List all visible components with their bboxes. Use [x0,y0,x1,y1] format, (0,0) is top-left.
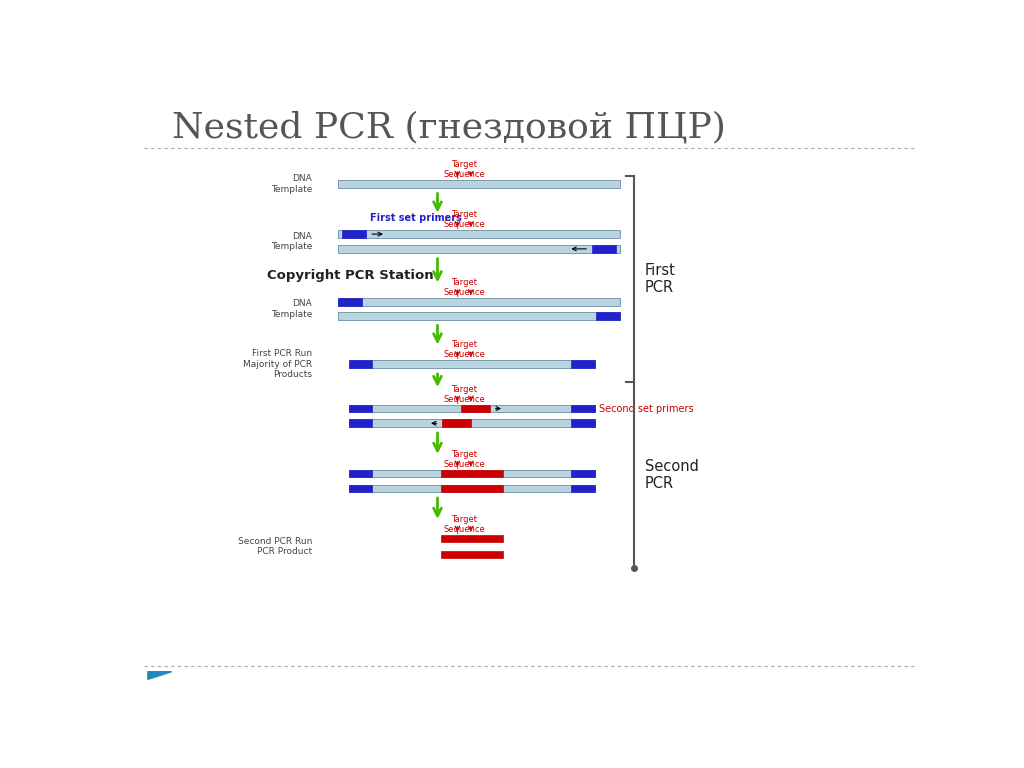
Bar [348,419,595,427]
Text: DNA
Template: DNA Template [270,300,312,319]
Bar [338,230,621,238]
Bar [441,485,503,492]
Bar [342,230,367,238]
Bar [348,470,373,478]
Bar [441,551,503,558]
Bar [570,360,595,368]
Text: Target
Sequence: Target Sequence [443,210,485,229]
Text: Target
Sequence: Target Sequence [443,160,485,179]
Bar [461,405,489,412]
Text: First PCR Run
Majority of PCR
Products: First PCR Run Majority of PCR Products [243,349,312,379]
Bar [592,245,616,253]
Bar [441,535,503,542]
Bar [441,470,503,478]
Bar [570,470,595,478]
Bar [338,312,621,319]
Bar [570,485,595,492]
Text: Second PCR Run
PCR Product: Second PCR Run PCR Product [238,537,312,556]
Bar [570,405,595,412]
Bar [570,419,595,427]
Text: Nested PCR (гнездовой ПЦР): Nested PCR (гнездовой ПЦР) [172,111,726,144]
Bar [338,298,362,306]
Bar [348,485,595,492]
Bar [348,360,373,368]
Text: Copyright PCR Station: Copyright PCR Station [267,269,433,282]
Text: Second
PCR: Second PCR [645,458,698,492]
Bar [348,405,595,412]
Text: First
PCR: First PCR [645,263,676,295]
Text: Target
Sequence: Target Sequence [443,385,485,403]
Text: First set primers: First set primers [370,214,462,223]
Bar [348,485,373,492]
Bar [338,180,621,187]
Text: Target
Sequence: Target Sequence [443,450,485,468]
Bar [596,312,620,319]
Bar [348,470,595,478]
Text: DNA
Template: DNA Template [270,174,312,194]
Bar [338,298,621,306]
Text: Target
Sequence: Target Sequence [443,278,485,297]
Text: DNA
Template: DNA Template [270,232,312,251]
Text: Target
Sequence: Target Sequence [443,515,485,534]
Bar [348,419,373,427]
Bar [442,419,471,427]
Polygon shape [147,672,172,680]
Bar [338,245,621,253]
Text: Second set primers: Second set primers [599,403,693,413]
Bar [348,405,373,412]
Bar [348,360,595,368]
Text: Target
Sequence: Target Sequence [443,340,485,359]
